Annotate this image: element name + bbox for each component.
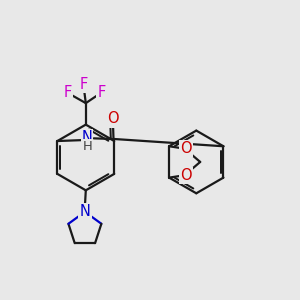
Text: N: N: [80, 204, 90, 219]
Text: O: O: [180, 141, 192, 156]
Text: F: F: [79, 77, 88, 92]
Text: F: F: [63, 85, 71, 100]
Text: N: N: [82, 130, 93, 145]
Text: O: O: [107, 111, 119, 126]
Text: F: F: [97, 85, 106, 100]
Text: O: O: [180, 168, 192, 183]
Text: H: H: [83, 140, 93, 153]
